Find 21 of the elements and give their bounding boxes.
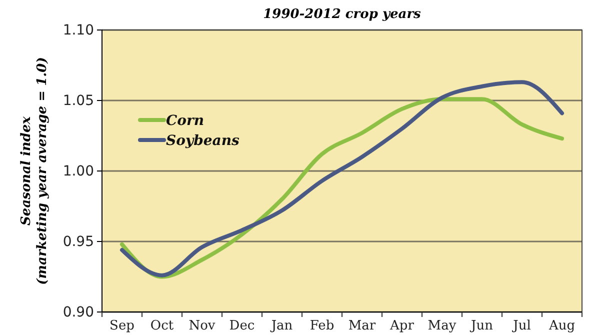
x-tick-label: Feb [310,318,334,334]
x-tick-label: Dec [229,318,255,334]
x-tick-label: Jun [469,318,494,334]
y-tick-label: 1.00 [62,163,94,180]
y-axis-title: Seasonal index (marketing year average = 1.0) [19,57,50,285]
x-tick-label: Mar [348,318,376,334]
x-tick-label: Jul [511,318,531,334]
x-tick-label: May [428,318,457,334]
x-tick-label: Apr [389,318,415,334]
chart-title: 1990-2012 crop years [263,7,422,22]
y-tick-label: 1.10 [62,22,94,38]
y-tick-label: 0.90 [62,304,94,320]
x-tick-label: Aug [548,318,576,334]
legend-label: Corn [166,113,204,129]
x-tick-label: Oct [150,318,174,334]
x-tick-label: Nov [188,318,216,334]
y-tick-label: 0.95 [62,234,94,250]
x-tick-label: Sep [110,318,134,334]
y-tick-label: 1.05 [62,92,94,109]
legend-label: Soybeans [166,133,240,149]
x-tick-label: Jan [269,318,294,334]
